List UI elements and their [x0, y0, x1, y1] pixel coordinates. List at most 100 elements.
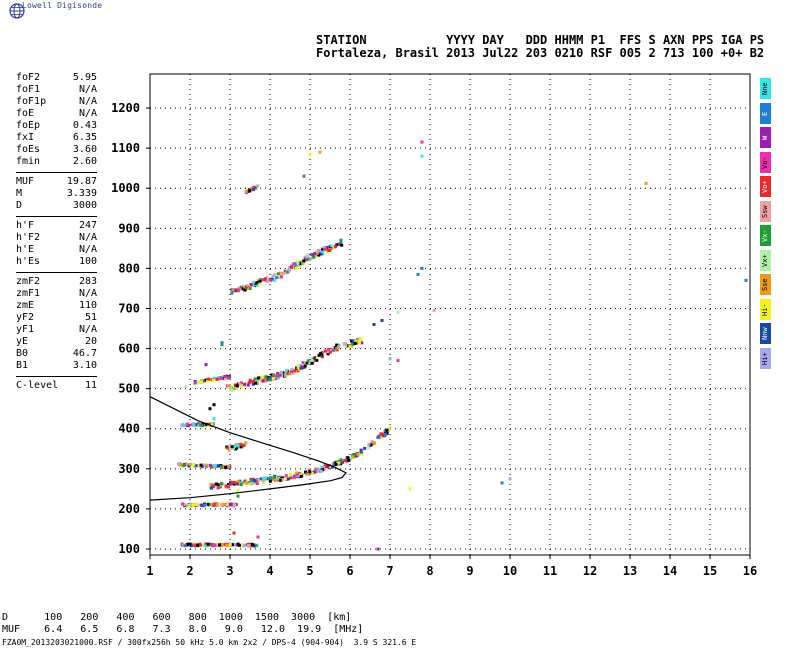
echo-point	[420, 140, 424, 144]
param-label: foF1	[16, 84, 41, 95]
echo-point	[416, 272, 420, 276]
echo-mark	[274, 479, 278, 483]
param-divider	[16, 172, 97, 173]
legend-item: Nnw	[760, 323, 771, 344]
echo-mark	[334, 346, 338, 350]
echo-mark	[253, 377, 257, 381]
echo-mark	[385, 431, 389, 435]
echo-mark	[315, 251, 319, 255]
param-row: B0 46.7	[16, 348, 97, 360]
station-header: STATION YYYY DAY DDD HHMM P1 FFS S AXN P…	[316, 34, 764, 60]
echo-mark	[205, 463, 208, 467]
param-value: 3.339	[66, 188, 97, 199]
echo-mark	[317, 253, 321, 257]
legend-item: Nne	[760, 78, 771, 99]
echo-mark	[290, 371, 294, 375]
header-value-day: Jul22	[482, 46, 519, 60]
echo-point	[508, 477, 512, 481]
echo-point	[420, 266, 424, 270]
echo-mark	[210, 502, 214, 506]
echo-mark	[347, 458, 351, 462]
y-tick-label: 700	[118, 301, 140, 315]
echo-mark	[310, 361, 314, 365]
echo-mark	[306, 472, 310, 476]
param-value: N/A	[78, 84, 97, 95]
echo-mark	[339, 241, 343, 245]
echo-mark	[264, 376, 268, 380]
x-tick-label: 9	[466, 564, 473, 578]
echo-mark	[336, 346, 340, 350]
echo-mark	[359, 448, 363, 452]
echo-mark	[284, 474, 288, 478]
echo-mark	[258, 279, 262, 283]
echo-mark	[204, 544, 208, 548]
echo-mark	[312, 255, 316, 259]
param-label: fmin	[16, 156, 41, 167]
echo-mark	[357, 337, 361, 341]
echo-point	[232, 531, 236, 535]
echo-mark	[220, 482, 224, 485]
echo-mark	[276, 376, 280, 380]
echo-mark	[258, 282, 262, 286]
echo-mark	[256, 184, 260, 188]
header-value-s: 2	[648, 46, 656, 60]
y-tick-label: 1100	[111, 141, 140, 155]
echo-mark	[225, 544, 229, 547]
echo-mark	[254, 281, 257, 285]
echo-mark	[315, 356, 319, 360]
echo-point	[302, 174, 306, 178]
echo-mark	[351, 455, 355, 459]
param-value: 3000	[72, 200, 97, 211]
echo-mark	[259, 477, 263, 481]
param-divider	[16, 272, 97, 273]
x-tick-label: 5	[306, 564, 313, 578]
echo-mark	[209, 378, 213, 382]
header-label-hhmm: HHMM	[554, 33, 584, 47]
echo-mark	[229, 503, 232, 506]
echo-mark	[266, 378, 270, 382]
echo-mark	[194, 503, 198, 507]
footer-d-value: 400	[116, 612, 135, 623]
echo-mark	[202, 543, 206, 547]
echo-mark	[265, 280, 269, 283]
echo-mark	[212, 464, 216, 468]
echo-mark	[383, 429, 387, 433]
x-tick-label: 6	[346, 564, 353, 578]
footer-muf-value: 6.5	[80, 624, 99, 635]
echo-mark	[233, 503, 236, 507]
param-value: 20	[84, 336, 97, 347]
echo-mark	[207, 377, 211, 381]
param-label: h'F	[16, 220, 35, 231]
echo-mark	[287, 266, 291, 270]
param-divider	[16, 216, 97, 217]
param-row: foEp 0.43	[16, 120, 97, 132]
echo-mark	[281, 371, 285, 375]
param-value: 110	[78, 300, 97, 311]
echo-mark	[235, 480, 239, 484]
brand-name: Lowell Digisonde	[22, 1, 103, 10]
header-value-ffs: 005	[619, 46, 642, 60]
echo-mark	[367, 442, 371, 446]
plot-frame	[149, 73, 751, 556]
echo-mark	[276, 272, 280, 276]
param-label: h'Es	[16, 256, 41, 267]
echo-mark	[383, 433, 387, 437]
echo-mark	[191, 463, 195, 467]
echo-mark	[241, 287, 245, 291]
echo-mark	[268, 479, 272, 483]
echo-mark	[183, 544, 187, 548]
echo-mark	[319, 469, 323, 473]
echo-mark	[219, 502, 223, 506]
echo-mark	[210, 422, 214, 426]
echo-mark	[201, 504, 205, 508]
param-label: yF1	[16, 324, 35, 335]
echo-mark	[228, 543, 232, 547]
echo-mark	[227, 384, 231, 388]
echo-mark	[244, 441, 248, 445]
echo-mark	[218, 543, 222, 547]
echo-mark	[215, 377, 219, 381]
footer-d-label: D	[2, 612, 9, 623]
param-label: M	[16, 188, 23, 199]
echo-mark	[320, 355, 324, 359]
echo-mark	[283, 269, 287, 273]
